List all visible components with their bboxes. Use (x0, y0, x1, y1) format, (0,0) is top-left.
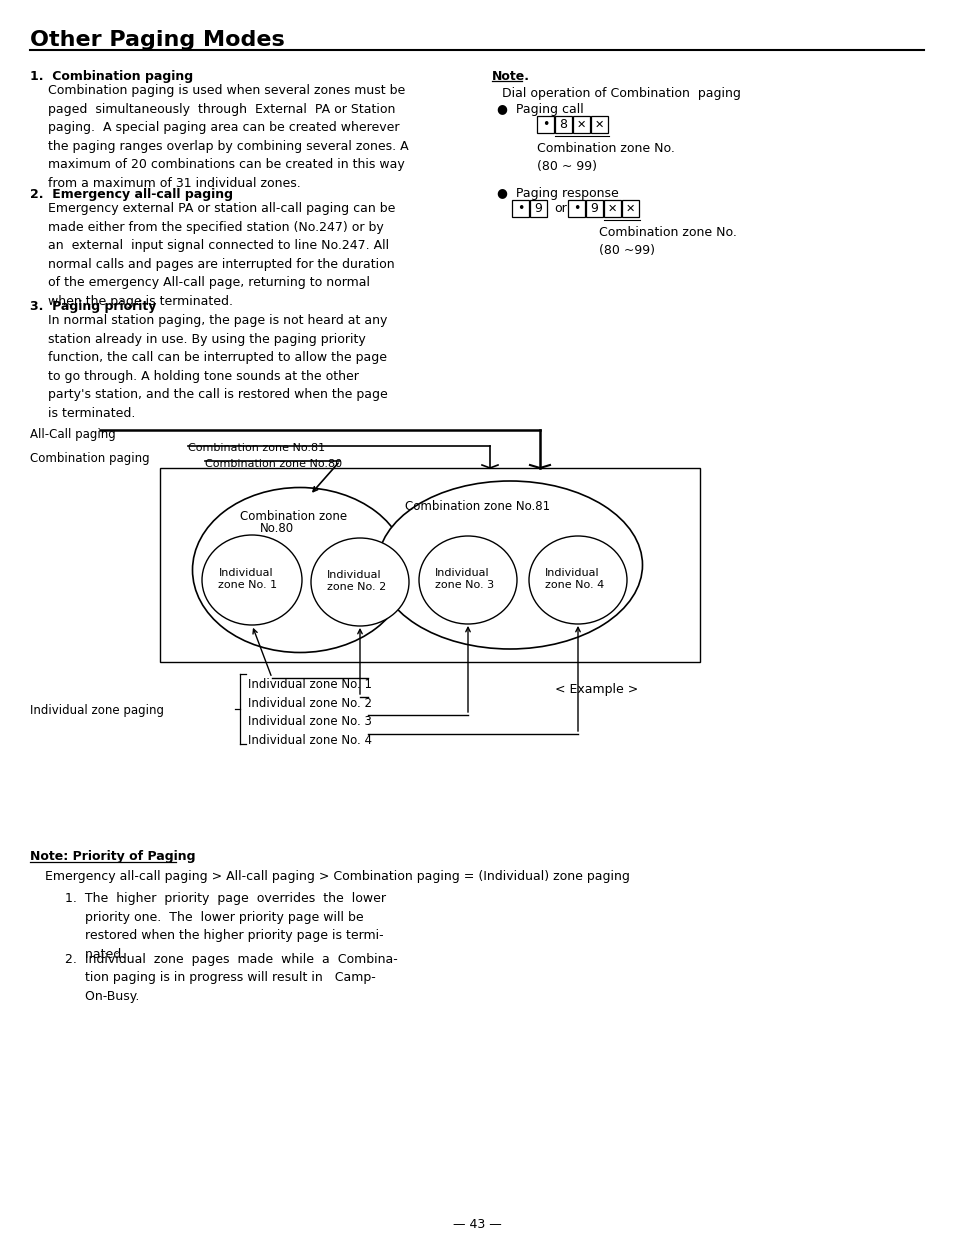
Bar (573, 116, 589, 133)
Text: 9: 9 (534, 203, 542, 215)
Ellipse shape (529, 536, 626, 624)
Text: Combination zone No.80: Combination zone No.80 (205, 459, 342, 469)
Text: 2.  Individual  zone  pages  made  while  a  Combina-
     tion paging is in pro: 2. Individual zone pages made while a Co… (65, 953, 397, 1003)
Text: ●  Paging call: ● Paging call (497, 103, 583, 116)
Text: Emergency external PA or station all-call paging can be
made either from the spe: Emergency external PA or station all-cal… (48, 203, 395, 308)
Text: Emergency all-call paging > All-call paging > Combination paging = (Individual) : Emergency all-call paging > All-call pag… (45, 869, 629, 883)
Text: ✕: ✕ (625, 204, 635, 214)
Text: — 43 —: — 43 — (452, 1218, 501, 1231)
Text: zone No. 3: zone No. 3 (435, 580, 494, 590)
Text: Combination zone No.81: Combination zone No.81 (188, 443, 325, 453)
Text: Combination zone No.
(80 ~ 99): Combination zone No. (80 ~ 99) (537, 142, 674, 173)
Text: Individual zone No. 1: Individual zone No. 1 (248, 678, 372, 692)
Text: •: • (572, 203, 579, 215)
Text: 8: 8 (558, 119, 567, 131)
Text: Combination zone: Combination zone (240, 510, 347, 522)
Text: Individual zone No. 4: Individual zone No. 4 (248, 734, 372, 747)
Text: 9: 9 (590, 203, 598, 215)
Text: 1.  The  higher  priority  page  overrides  the  lower
     priority one.  The  : 1. The higher priority page overrides th… (65, 892, 386, 961)
Bar (590, 116, 607, 133)
Bar (585, 200, 602, 217)
Text: Note: Priority of Paging: Note: Priority of Paging (30, 850, 195, 863)
Text: Individual: Individual (219, 568, 274, 578)
Text: Other Paging Modes: Other Paging Modes (30, 30, 284, 49)
Text: zone No. 4: zone No. 4 (544, 580, 603, 590)
Text: or: or (554, 203, 566, 215)
Bar (530, 200, 546, 217)
Text: Combination paging: Combination paging (30, 452, 150, 466)
Text: < Example >: < Example > (555, 683, 638, 697)
Bar (621, 200, 639, 217)
Bar (567, 200, 584, 217)
Text: No.80: No.80 (260, 522, 294, 535)
Text: Individual: Individual (327, 571, 381, 580)
Text: Combination zone No.
(80 ~99): Combination zone No. (80 ~99) (598, 226, 736, 257)
Ellipse shape (377, 480, 641, 650)
Text: Individual zone No. 3: Individual zone No. 3 (248, 715, 372, 727)
Text: ✕: ✕ (594, 120, 603, 130)
Text: All-Call paging: All-Call paging (30, 429, 115, 441)
Text: Dial operation of Combination  paging: Dial operation of Combination paging (501, 86, 740, 100)
Text: •: • (541, 119, 549, 131)
Ellipse shape (202, 535, 302, 625)
Text: 1.  Combination paging: 1. Combination paging (30, 70, 193, 83)
Bar (160, 468, 700, 662)
Text: Individual: Individual (435, 568, 489, 578)
Ellipse shape (193, 488, 407, 652)
Ellipse shape (311, 538, 409, 626)
Ellipse shape (418, 536, 517, 624)
Text: Combination zone No.81: Combination zone No.81 (405, 500, 550, 513)
Text: Note.: Note. (492, 70, 530, 83)
Bar (537, 116, 554, 133)
Text: 2.  Emergency all-call paging: 2. Emergency all-call paging (30, 188, 233, 201)
Bar (603, 200, 620, 217)
Bar (512, 200, 529, 217)
Text: zone No. 2: zone No. 2 (327, 582, 386, 592)
Text: •: • (517, 203, 523, 215)
Text: In normal station paging, the page is not heard at any
station already in use. B: In normal station paging, the page is no… (48, 314, 387, 420)
Text: Individual zone No. 2: Individual zone No. 2 (248, 697, 372, 710)
Bar (555, 116, 572, 133)
Text: Individual zone paging: Individual zone paging (30, 704, 164, 718)
Text: zone No. 1: zone No. 1 (218, 580, 276, 590)
Text: Individual: Individual (544, 568, 599, 578)
Text: 3.  Paging priority: 3. Paging priority (30, 300, 156, 312)
Text: Combination paging is used when several zones must be
paged  simultaneously  thr: Combination paging is used when several … (48, 84, 408, 189)
Text: ●  Paging response: ● Paging response (497, 186, 618, 200)
Text: ✕: ✕ (607, 204, 617, 214)
Text: ✕: ✕ (577, 120, 585, 130)
